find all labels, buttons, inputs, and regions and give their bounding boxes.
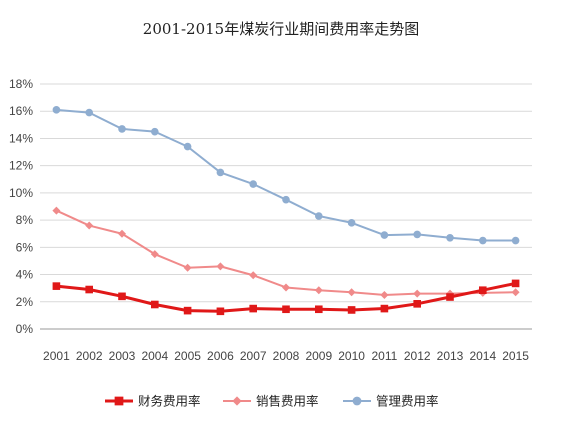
data-point	[282, 283, 290, 292]
y-tick-label: 2%	[16, 295, 34, 309]
data-point	[479, 236, 487, 245]
data-point	[413, 300, 421, 308]
data-point	[183, 263, 192, 272]
x-tick-label: 2004	[141, 349, 168, 363]
series-lines	[52, 106, 520, 316]
data-point	[52, 206, 61, 215]
data-point	[446, 234, 454, 242]
legend-item: 财务费用率	[105, 394, 201, 409]
data-point	[52, 282, 61, 290]
y-tick-label: 0%	[16, 322, 34, 336]
axes: 0% 2% 4% 6% 8% 10% 12% 14% 16% 18% 2001 2002 2003 200…	[9, 77, 529, 363]
data-point	[347, 219, 356, 227]
data-point	[85, 108, 93, 117]
data-point	[511, 236, 520, 245]
x-tick-label: 2008	[273, 349, 300, 363]
data-point	[151, 300, 159, 309]
data-point	[249, 271, 258, 280]
legend-item: 销售费用率	[223, 394, 319, 409]
data-point	[118, 125, 126, 133]
data-point	[216, 262, 225, 271]
data-point	[118, 229, 126, 238]
gridlines	[40, 83, 532, 330]
x-tick-label: 2014	[469, 349, 496, 363]
x-tick-label: 2006	[207, 349, 234, 363]
data-point	[118, 292, 126, 301]
legend-item: 管理费用率	[343, 394, 439, 409]
y-tick-label: 6%	[16, 240, 34, 254]
data-point	[216, 168, 225, 177]
x-tick-label: 2001	[43, 349, 70, 363]
legend-marker	[232, 396, 242, 406]
data-point	[380, 304, 389, 313]
legend-label: 管理费用率	[376, 394, 439, 409]
data-point	[413, 230, 422, 239]
data-point	[511, 279, 520, 288]
legend-label: 销售费用率	[256, 394, 319, 409]
data-point	[282, 195, 290, 204]
data-point	[151, 127, 159, 136]
x-tick-label: 2011	[371, 349, 397, 363]
legend-marker	[352, 396, 362, 406]
x-tick-label: 2007	[240, 349, 267, 363]
x-tick-label: 2009	[305, 349, 332, 363]
y-tick-label: 10%	[9, 186, 33, 200]
x-tick-label: 2013	[437, 349, 464, 363]
data-point	[249, 304, 257, 313]
data-point	[314, 286, 323, 295]
series-2	[52, 106, 520, 245]
series-line	[55, 209, 516, 296]
data-point	[216, 307, 225, 316]
data-point	[446, 293, 454, 301]
legend: 财务费用率 销售费用率 管理费用率	[105, 394, 439, 409]
data-point	[315, 212, 323, 220]
data-point	[511, 288, 520, 297]
y-tick-label: 8%	[16, 213, 34, 227]
y-tick-label: 16%	[9, 104, 33, 118]
data-point	[380, 231, 389, 239]
y-tick-label: 18%	[9, 77, 33, 91]
x-tick-label: 2010	[338, 349, 365, 363]
y-tick-label: 4%	[16, 268, 34, 282]
data-point	[315, 305, 323, 314]
x-tick-label: 2003	[109, 349, 136, 363]
legend-label: 财务费用率	[138, 394, 201, 409]
data-point	[52, 106, 61, 114]
legend-marker	[114, 396, 124, 406]
data-point	[183, 142, 192, 151]
data-point	[183, 306, 192, 315]
data-point	[249, 180, 257, 188]
data-point	[347, 288, 356, 297]
y-tick-label: 12%	[9, 159, 33, 173]
x-tick-label: 2015	[502, 349, 529, 363]
x-tick-label: 2002	[76, 349, 103, 363]
data-point	[479, 286, 487, 295]
series-0	[52, 279, 520, 316]
data-point	[85, 285, 93, 294]
chart-title: 2001-2015年煤炭行业期间费用率走势图	[143, 20, 419, 38]
x-tick-label: 2005	[174, 349, 201, 363]
data-point	[150, 250, 159, 259]
data-point	[282, 305, 290, 314]
x-tick-label: 2012	[404, 349, 431, 363]
y-tick-label: 14%	[9, 131, 33, 145]
data-point	[347, 306, 356, 314]
data-point	[85, 221, 94, 230]
data-point	[413, 289, 422, 298]
data-point	[380, 290, 389, 299]
